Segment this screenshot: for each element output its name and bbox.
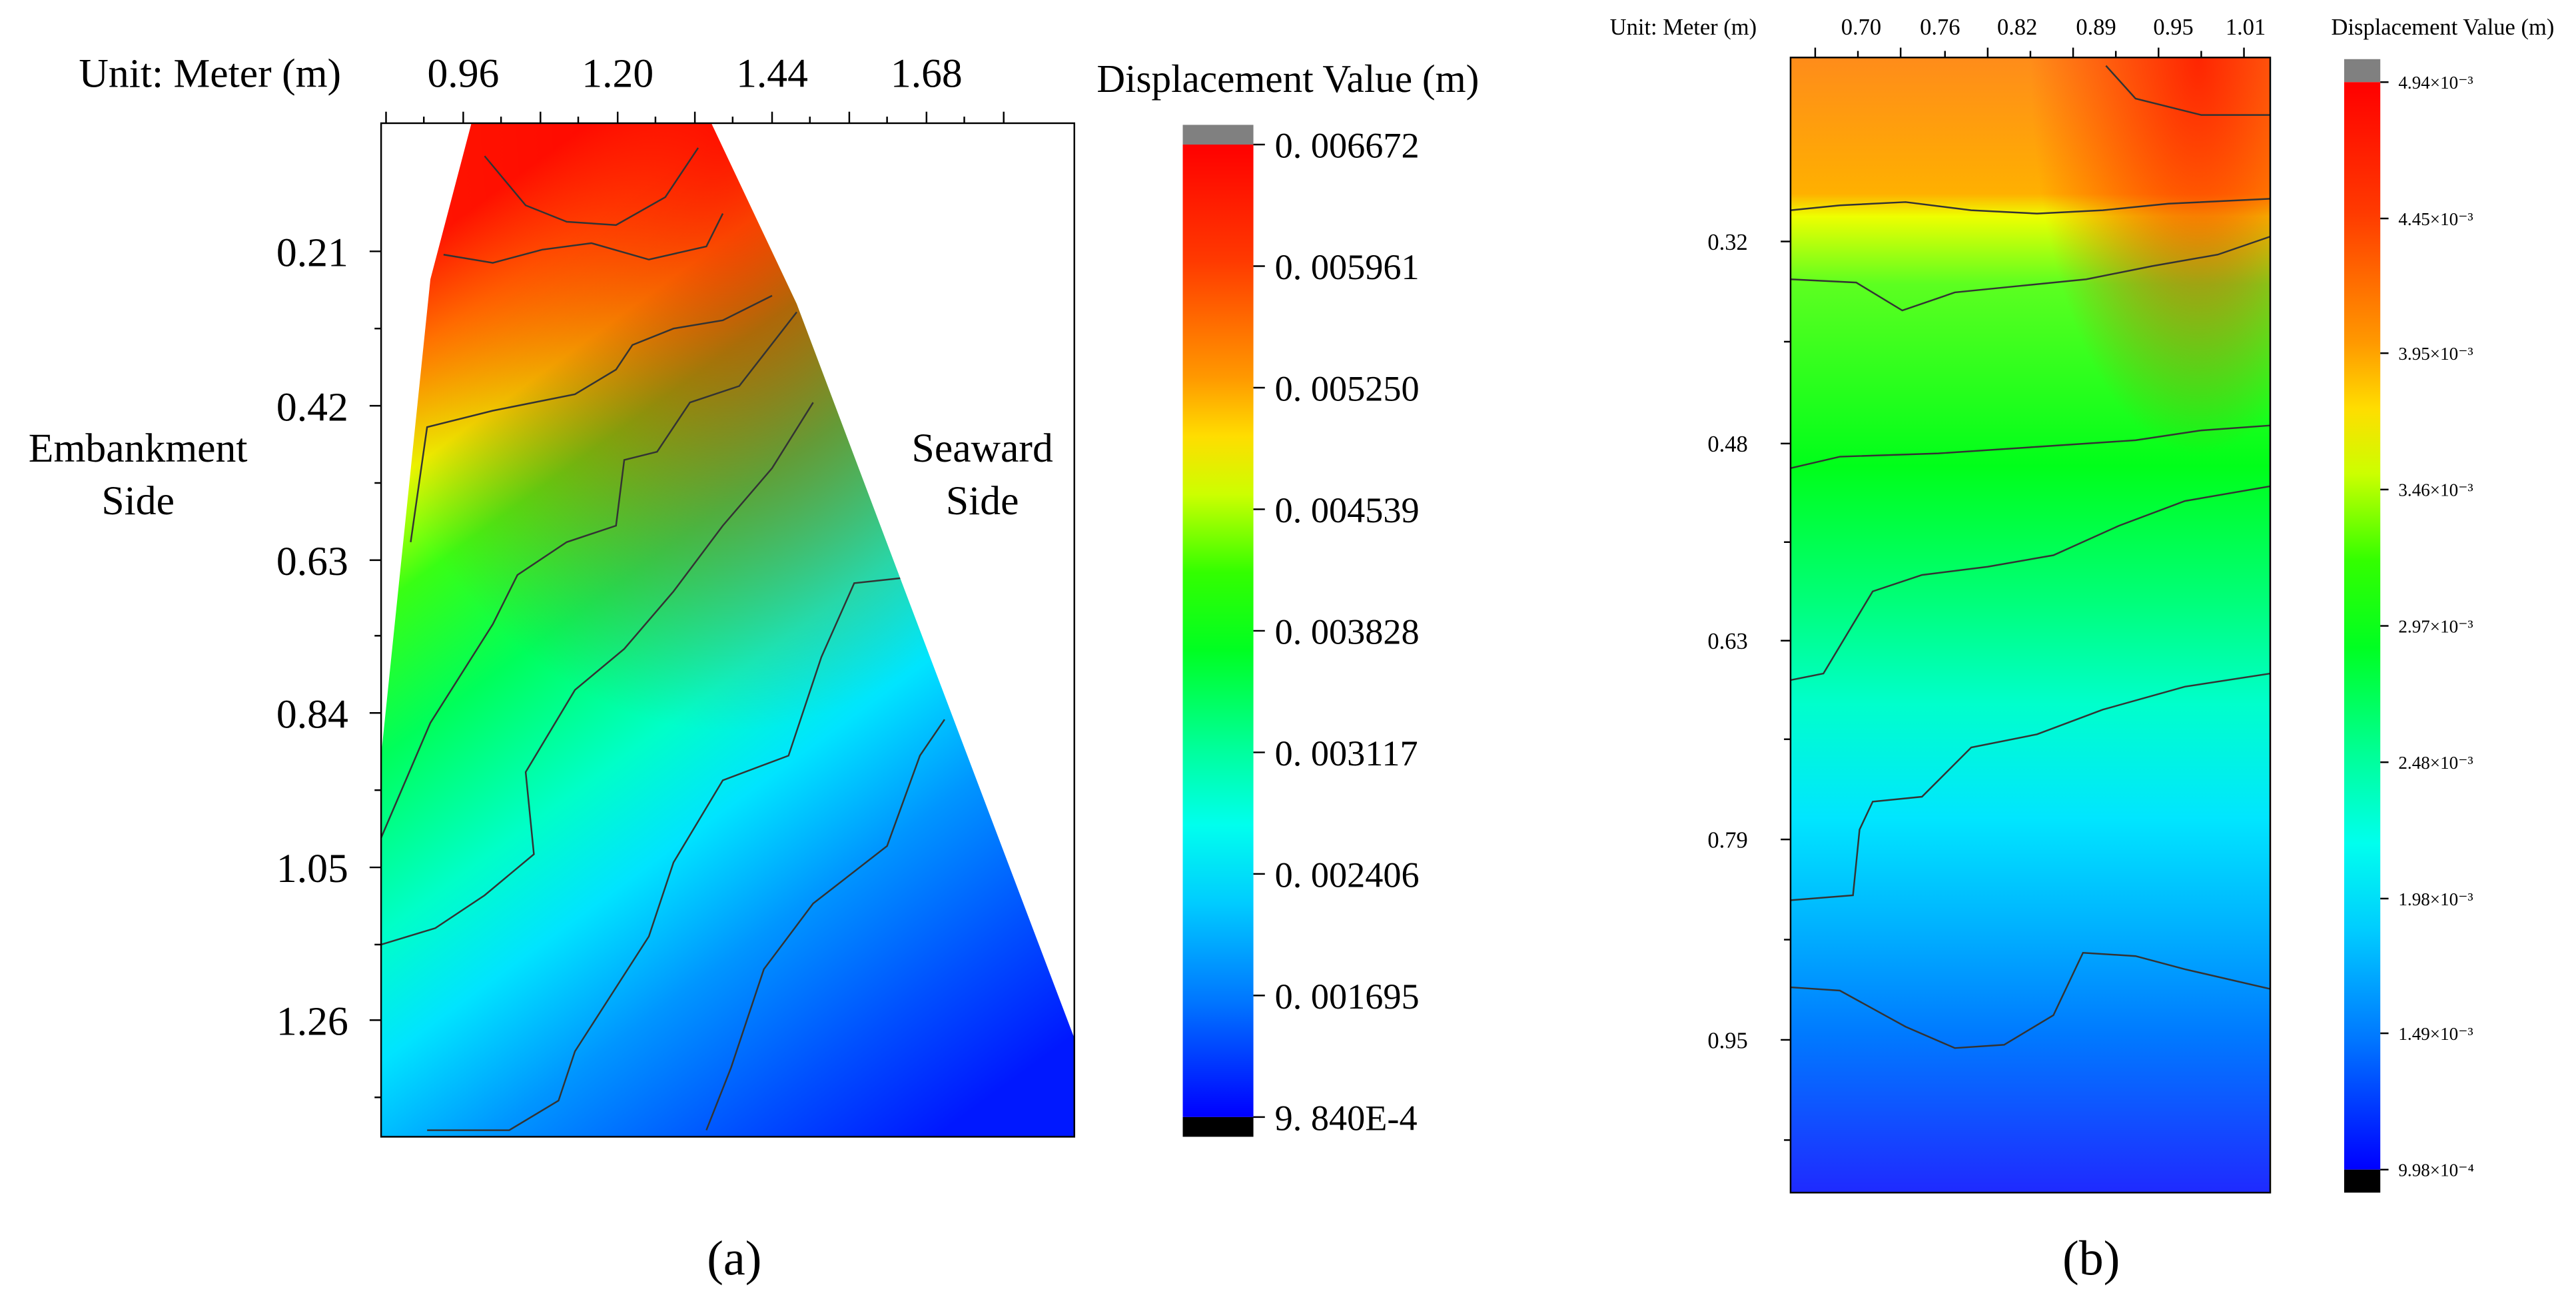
panel-a-legend-label: 0. 004539 (1275, 490, 1420, 530)
panel-b-legend-label: 2.97×10⁻³ (2398, 616, 2473, 636)
panel-b-legend-label: 9.98×10⁻⁴ (2398, 1160, 2474, 1180)
panel-b-legend-label: 4.45×10⁻³ (2398, 209, 2473, 229)
panel-a-y-tick-label: 1.05 (276, 846, 348, 891)
panel-b-colorbar: Displacement Value (m) 4.94×10⁻³ 4.45×10… (2332, 15, 2555, 1193)
panel-a-y-tick-label: 0.84 (276, 691, 348, 737)
panel-b-x-tick-label: 0.95 (2153, 15, 2193, 40)
panel-a-legend-label: 0. 003117 (1275, 733, 1418, 773)
panel-a-x-tick-label: 0.96 (427, 51, 499, 97)
panel-a-legend-title: Displacement Value (m) (1096, 57, 1479, 101)
panel-b-y-tick-label: 0.95 (1707, 1028, 1747, 1053)
panel-b-colorbar-over (2344, 59, 2381, 83)
panel-a-legend-label: 9. 840E-4 (1275, 1098, 1418, 1138)
panel-a-colorbar-over (1182, 125, 1254, 145)
panel-a-legend-label: 0. 001695 (1275, 977, 1420, 1017)
seaward-side-label-line2: Side (946, 478, 1019, 524)
panel-b-x-tick-label: 0.70 (1841, 15, 1881, 40)
panel-a-legend-label: 0. 005250 (1275, 369, 1420, 409)
panel-a-legend-label: 0. 003828 (1275, 612, 1420, 652)
panel-b-legend-label: 1.49×10⁻³ (2398, 1024, 2473, 1044)
panel-b-y-tick-label: 0.79 (1707, 827, 1747, 853)
panel-a: Unit: Meter (m) 0.96 1.20 1.44 1.68 0.21… (29, 51, 1480, 1286)
panel-a-x-tick-label: 1.20 (582, 51, 653, 97)
panel-b-legend-title: Displacement Value (m) (2332, 15, 2555, 40)
embankment-side-label-line2: Side (101, 478, 175, 524)
panel-b-y-tick-label: 0.48 (1707, 432, 1747, 457)
panel-a-unit-label: Unit: Meter (m) (79, 51, 341, 97)
panel-b-contour-field (1790, 57, 2271, 1193)
panel-a-x-tick-label: 1.68 (891, 51, 963, 97)
panel-b-legend-label: 2.48×10⁻³ (2398, 753, 2473, 773)
panel-a-frame (380, 122, 1075, 1138)
panel-a-x-tick-label: 1.44 (736, 51, 808, 97)
panel-a-colorbar-gradient (1182, 145, 1254, 1117)
panel-b-x-tick-marks (1814, 47, 2245, 58)
panel-a-y-tick-label: 0.21 (276, 230, 348, 275)
panel-b-legend-label: 3.95×10⁻³ (2398, 344, 2473, 364)
panel-b-x-tick-label: 0.76 (1920, 15, 1960, 40)
seaward-side-label-line1: Seaward (912, 426, 1053, 471)
panel-a-y-tick-label: 0.63 (276, 539, 348, 584)
panel-a-legend-label: 0. 006672 (1275, 126, 1420, 166)
panel-b-y-tick-marks (1781, 240, 1791, 1141)
panel-b-colorbar-under (2344, 1169, 2381, 1193)
panel-b-x-tick-label: 0.82 (1997, 15, 2037, 40)
panel-a-colorbar-under (1182, 1116, 1254, 1137)
panel-b-x-tick-label: 1.01 (2226, 15, 2266, 40)
panel-a-y-tick-marks (369, 250, 382, 1098)
panel-a-legend-label: 0. 002406 (1275, 855, 1420, 895)
panel-b-unit-label: Unit: Meter (m) (1610, 15, 1757, 40)
panel-a-caption: (a) (707, 1232, 761, 1286)
panel-a-colorbar: Displacement Value (m) 0. 006672 0. 0059… (1096, 57, 1479, 1138)
panel-a-y-tick-label: 0.42 (276, 384, 348, 430)
panel-a-y-tick-label: 1.26 (276, 999, 348, 1045)
panel-b-colorbar-gradient (2344, 82, 2381, 1170)
panel-b-y-tick-label: 0.32 (1707, 230, 1747, 255)
panel-b: Unit: Meter (m) 0.70 0.76 0.82 0.89 0.95… (1610, 15, 2555, 1286)
panel-b-x-tick-label: 0.89 (2076, 15, 2116, 40)
panel-b-legend-label: 4.94×10⁻³ (2398, 73, 2473, 93)
panel-b-legend-label: 3.46×10⁻³ (2398, 480, 2473, 500)
panel-b-legend-label: 1.98×10⁻³ (2398, 889, 2473, 909)
panel-a-contour-field (381, 123, 1074, 1137)
embankment-side-label-line1: Embankment (29, 426, 248, 471)
panel-b-y-tick-label: 0.63 (1707, 629, 1747, 654)
panel-a-legend-label: 0. 005961 (1275, 247, 1420, 287)
panel-a-x-tick-marks (385, 111, 1005, 123)
panel-b-caption: (b) (2062, 1232, 2120, 1286)
